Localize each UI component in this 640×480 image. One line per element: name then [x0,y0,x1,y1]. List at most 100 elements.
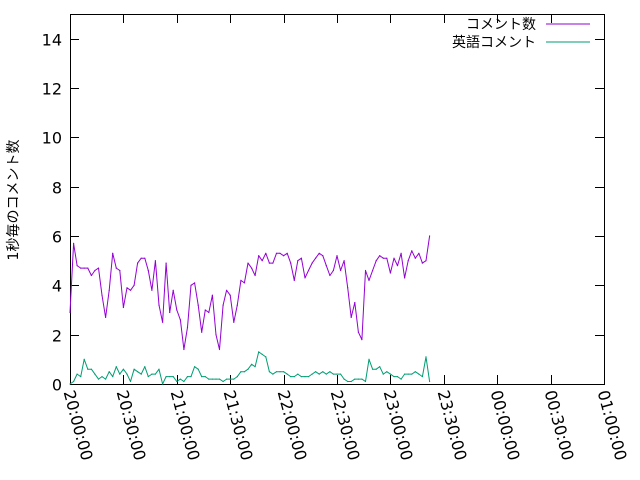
data-point [368,279,370,281]
data-point [411,250,413,252]
data-point [332,269,334,272]
legend-label: コメント数 [466,17,536,33]
data-point [211,378,213,380]
data-point [311,262,313,264]
data-point [404,373,406,375]
data-point [101,294,103,296]
data-point [300,376,302,378]
data-point [108,371,110,373]
data-point [133,368,135,370]
data-point [87,267,89,269]
data-point [418,252,420,254]
data-point [265,252,267,254]
data-point [318,252,320,254]
data-point [211,294,213,296]
data-point [375,368,377,370]
data-point [151,373,153,375]
data-point [336,373,338,375]
data-point [186,376,189,378]
data-point [165,376,167,378]
data-point [414,371,416,373]
data-point [76,265,78,267]
x-tick-label: 01:00:00 [594,388,631,462]
data-point [279,371,281,373]
data-point [194,282,196,284]
data-point [389,373,391,375]
data-point [293,279,295,281]
data-point [80,267,82,269]
data-point [229,294,231,296]
data-point [243,371,245,373]
data-point [115,366,117,368]
data-point [396,376,399,378]
data-point [126,287,128,289]
data-point [215,378,217,380]
data-point [343,378,345,380]
data-point [119,373,121,375]
data-point [272,373,274,375]
data-point [315,257,317,259]
data-point [158,304,160,306]
data-point [421,376,423,378]
data-point [382,257,384,259]
x-tick-label: 00:00:00 [487,388,524,462]
data-point [286,373,288,375]
data-point [73,242,75,244]
data-point [261,353,263,355]
data-point [197,304,199,306]
data-point [129,289,132,291]
data-point [283,371,285,373]
data-point [90,274,92,277]
data-point [222,304,224,306]
data-point [407,260,409,262]
data-point [379,255,381,257]
data-point [372,368,374,370]
data-point [137,262,139,264]
data-point [183,380,185,383]
data-point [243,282,245,284]
data-point [297,373,299,375]
data-point [179,319,181,321]
data-point [261,260,263,262]
data-point [379,366,381,368]
data-point [165,262,167,264]
data-point [94,373,96,375]
data-point [364,269,367,272]
data-point [97,267,100,269]
data-point [357,378,359,380]
data-point [414,257,416,259]
data-point [311,373,313,375]
data-point [158,368,160,370]
data-point [389,272,391,274]
data-point [429,380,431,383]
data-point [336,255,338,257]
data-point [218,348,221,351]
y-axis-label: 1秒毎のコメント数 [6,140,22,261]
data-point [279,252,281,254]
x-tick-label: 20:00:00 [60,388,97,462]
data-point [172,289,174,291]
plot-area-frame [70,14,605,385]
data-point [350,316,352,318]
data-point [429,235,431,237]
data-point [105,316,107,318]
data-point [112,252,114,254]
data-point [126,373,128,375]
data-point [179,378,181,380]
y-tick-label: 8 [52,179,62,198]
data-point [208,378,210,380]
data-point [247,368,249,370]
data-point [122,306,124,309]
data-point [286,252,288,254]
data-point [265,356,267,358]
data-point [226,378,228,380]
x-axis: 20:00:00 20:30:00 21:00:00 21:30:00 22:00:00… [60,14,631,462]
data-point [354,378,356,380]
data-point [297,260,299,262]
data-point [197,368,199,370]
data-point [222,380,224,383]
data-point [201,331,203,333]
data-point [361,378,363,380]
data-point [172,376,174,378]
data-point [140,257,142,259]
